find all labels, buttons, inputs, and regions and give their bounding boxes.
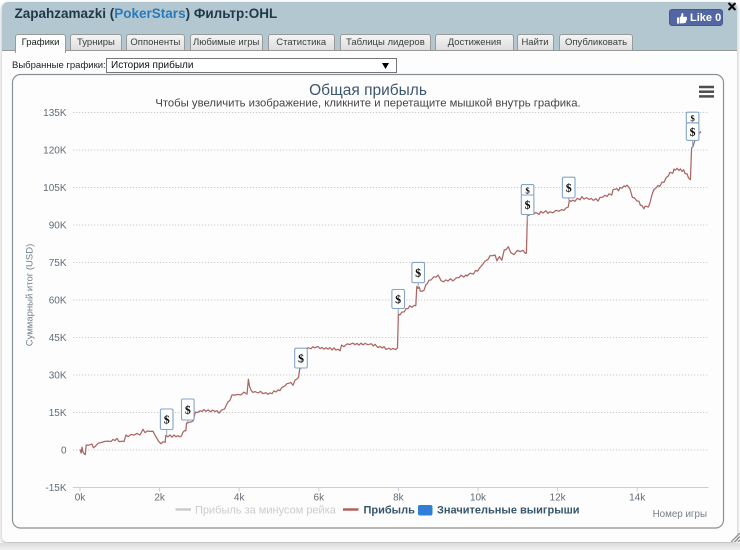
svg-text:2k: 2k (154, 493, 166, 504)
svg-text:60K: 60K (49, 296, 67, 307)
svg-text:10k: 10k (470, 493, 487, 504)
svg-text:14k: 14k (629, 493, 646, 504)
svg-text:Прибыль за минусом рейка: Прибыль за минусом рейка (195, 504, 337, 516)
svg-text:75K: 75K (49, 258, 67, 269)
svg-text:4k: 4k (234, 493, 246, 504)
svg-text:12k: 12k (550, 493, 567, 504)
svg-text:30K: 30K (49, 371, 67, 382)
svg-text:15K: 15K (49, 408, 67, 419)
svg-text:105K: 105K (43, 183, 67, 194)
svg-text:90K: 90K (49, 221, 67, 232)
svg-text:Прибыль: Прибыль (364, 504, 416, 516)
svg-text:-15K: -15K (45, 483, 66, 494)
svg-text:Номер игры: Номер игры (653, 509, 707, 520)
svg-text:120K: 120K (43, 146, 67, 157)
svg-text:Суммарный итог (USD): Суммарный итог (USD) (25, 244, 36, 346)
svg-text:8k: 8k (393, 493, 405, 504)
svg-text:0k: 0k (75, 493, 87, 504)
svg-text:Общая прибыль: Общая прибыль (309, 82, 427, 99)
svg-text:Чтобы увеличить изображение, к: Чтобы увеличить изображение, кликните и … (155, 98, 580, 110)
svg-text:6k: 6k (314, 493, 326, 504)
svg-text:45K: 45K (49, 333, 67, 344)
svg-text:Значительные выигрыши: Значительные выигрыши (437, 504, 580, 516)
svg-text:0: 0 (61, 446, 67, 457)
svg-text:135K: 135K (43, 108, 67, 119)
